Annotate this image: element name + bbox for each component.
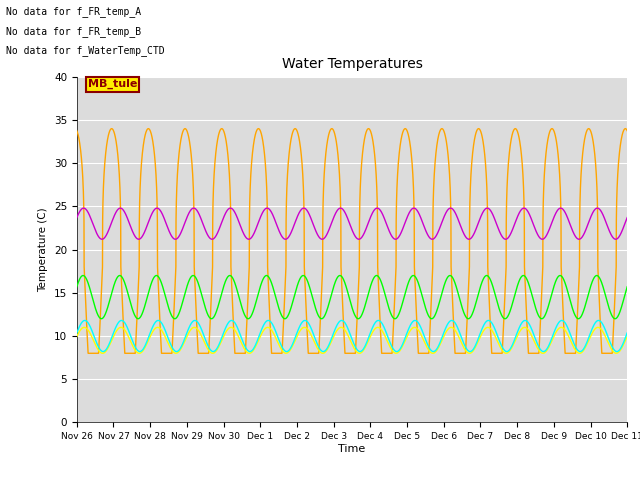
Title: Water Temperatures: Water Temperatures xyxy=(282,58,422,72)
Y-axis label: Temperature (C): Temperature (C) xyxy=(38,207,48,292)
X-axis label: Time: Time xyxy=(339,444,365,454)
Text: MB_tule: MB_tule xyxy=(88,79,137,89)
Text: No data for f_FR_temp_A: No data for f_FR_temp_A xyxy=(6,6,141,17)
Text: No data for f_FR_temp_B: No data for f_FR_temp_B xyxy=(6,25,141,36)
Text: No data for f_WaterTemp_CTD: No data for f_WaterTemp_CTD xyxy=(6,45,165,56)
